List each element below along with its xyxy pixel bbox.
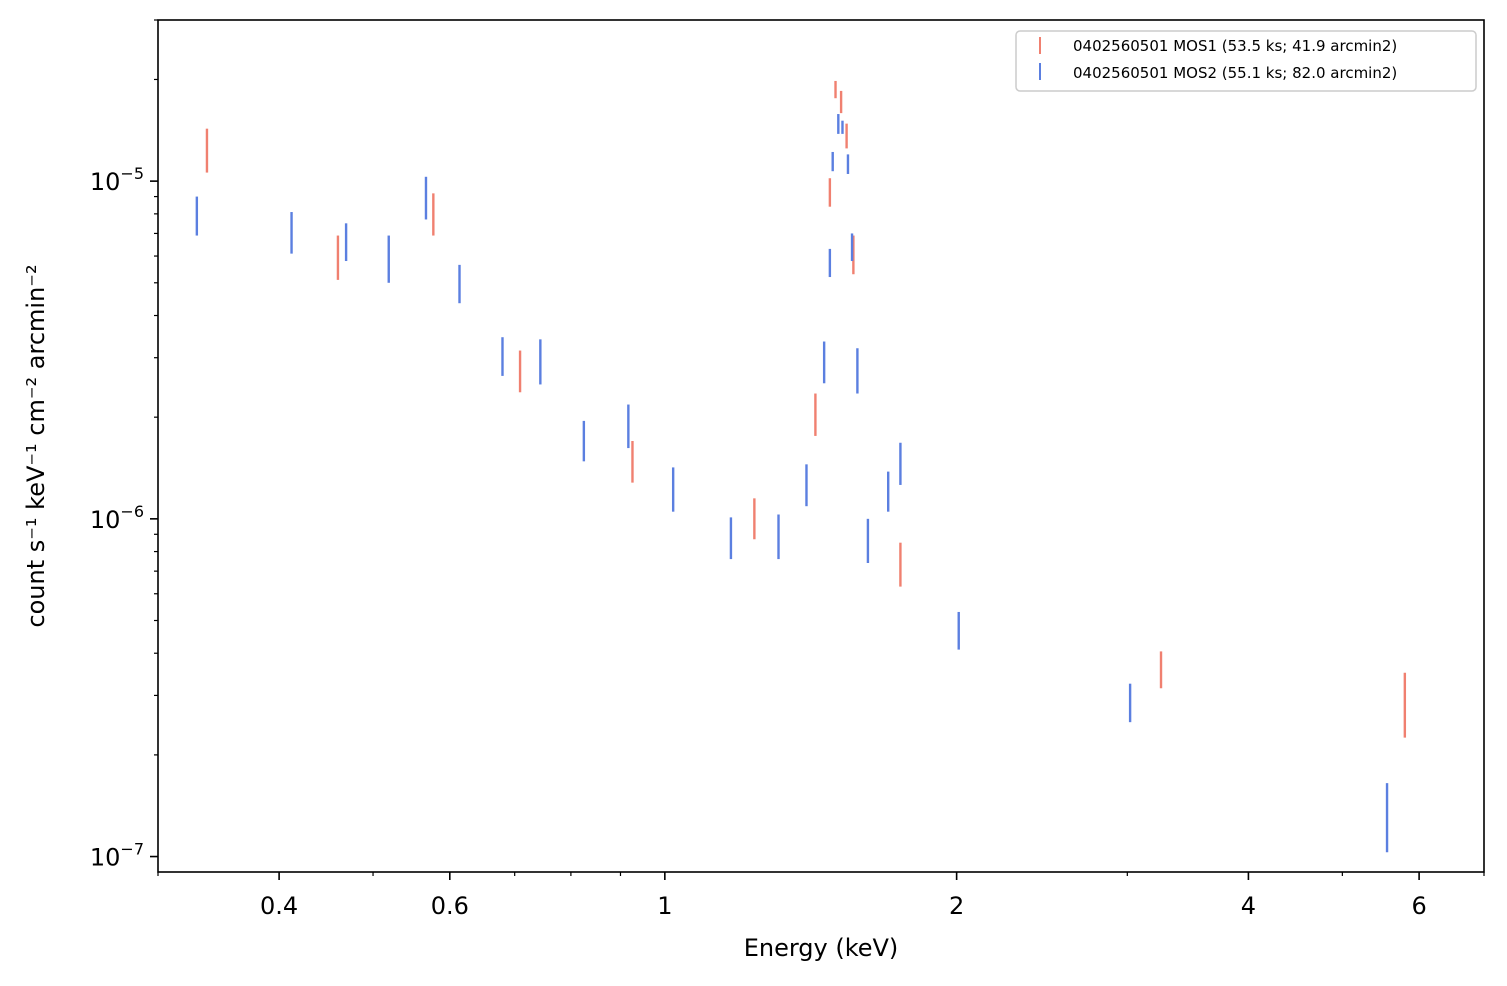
legend: 0402560501 MOS1 (53.5 ks; 41.9 arcmin2) … [1015,30,1477,92]
x-tick-label: 6 [1411,892,1426,920]
plot-area: 0.4 0.6 1 2 4 6 10−7 10−6 10−5 [90,19,1485,920]
x-axis-label: Energy (keV) [744,934,899,962]
x-tick-label: 0.6 [431,892,469,920]
error-bar-series [195,80,1407,853]
x-tick-label: 4 [1241,892,1256,920]
x-axis-ticks: 0.4 0.6 1 2 4 6 [260,872,1427,920]
x-tick-label: 1 [657,892,672,920]
legend-entry-mos2: 0402560501 MOS2 (55.1 ks; 82.0 arcmin2) [1073,64,1397,82]
legend-entry-mos1: 0402560501 MOS1 (53.5 ks; 41.9 arcmin2) [1073,37,1397,55]
y-tick-label: 10−7 [90,840,144,872]
y-axis-label: count s⁻¹ keV⁻¹ cm⁻² arcmin⁻² [22,264,50,627]
y-axis-ticks: 10−7 10−6 10−5 [90,164,158,872]
x-tick-label: 2 [949,892,964,920]
x-tick-label: 0.4 [260,892,298,920]
series-mos1 [205,80,1407,738]
y-tick-label: 10−5 [90,164,144,196]
y-tick-label: 10−6 [90,502,144,534]
legend-box [1015,30,1477,92]
minor-ticks [154,19,1485,876]
plot-frame [157,19,1485,873]
series-mos2 [195,114,1389,853]
